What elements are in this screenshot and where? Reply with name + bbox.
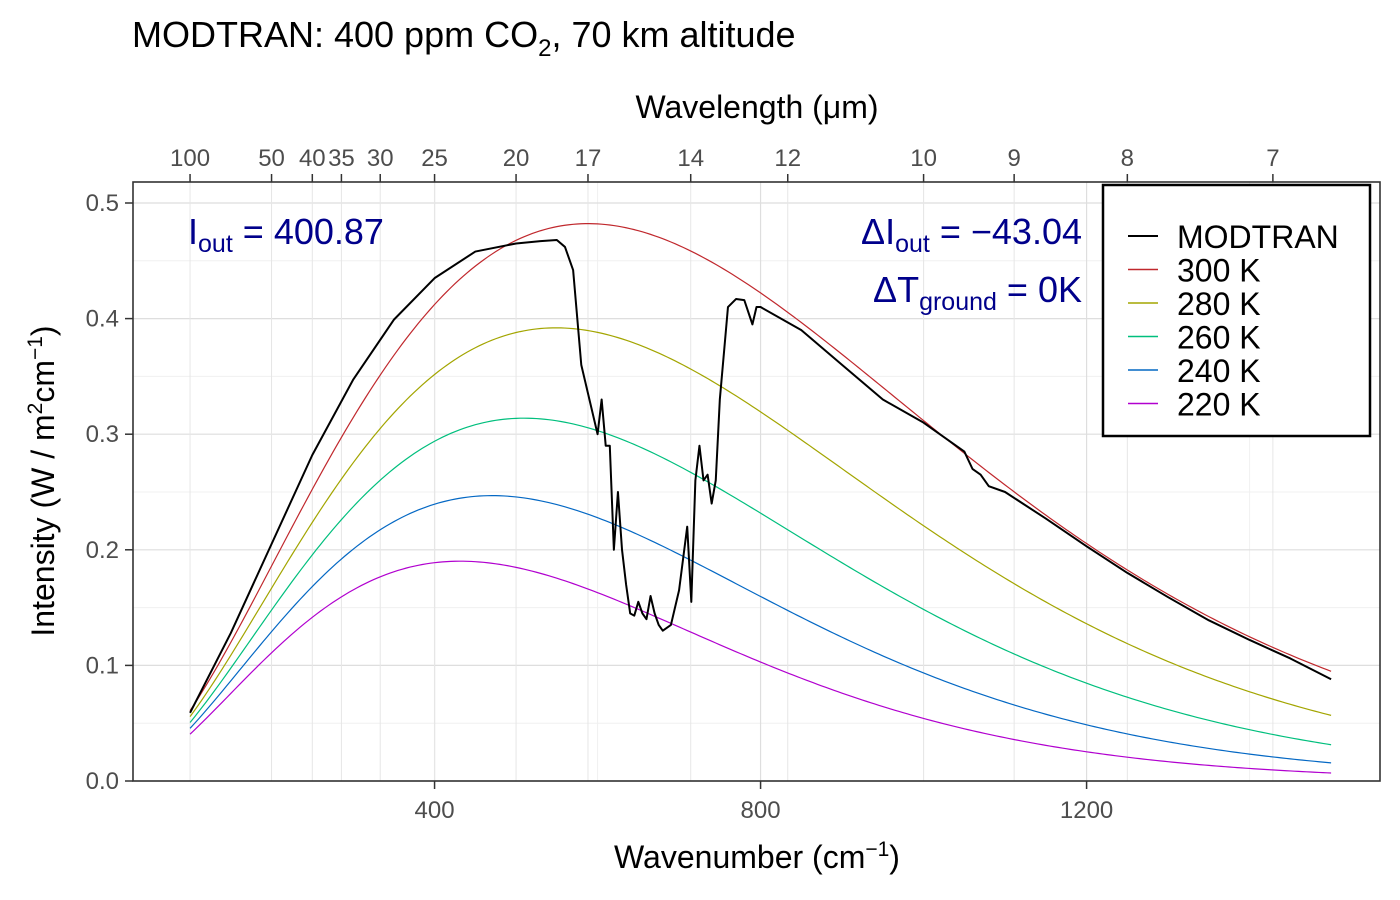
y-tick-label: 0.1 [86, 652, 119, 679]
x-tick-label: 1200 [1060, 797, 1113, 824]
top-tick-label: 25 [421, 145, 448, 172]
y-tick-label: 0.0 [86, 768, 119, 795]
axis-ticks: 400 800 1200 0.0 0.1 0.2 0.3 0.4 0.5 100 50 40 35 30 2… [86, 145, 1280, 824]
legend-label: 260 K [1177, 320, 1261, 356]
legend-entry: 260 K [1128, 320, 1261, 356]
top-tick-label: 8 [1121, 145, 1134, 172]
top-tick-label: 12 [774, 145, 801, 172]
x-tick-label: 800 [741, 797, 781, 824]
delta-iout-annotation: ΔIout = −43.04 [861, 211, 1082, 258]
top-tick-label: 35 [328, 145, 355, 172]
legend-label: 220 K [1177, 387, 1261, 423]
top-tick-label: 40 [299, 145, 326, 172]
y-tick-label: 0.2 [86, 537, 119, 564]
legend-label: MODTRAN [1177, 219, 1339, 255]
top-tick-label: 14 [677, 145, 704, 172]
x-axis-label: Wavenumber (cm−1) [614, 838, 900, 875]
legend-entry: 240 K [1128, 353, 1261, 389]
top-tick-label: 20 [503, 145, 530, 172]
top-tick-label: 17 [575, 145, 602, 172]
top-tick-label: 10 [910, 145, 937, 172]
legend-entry: 300 K [1128, 253, 1261, 289]
planck-line-240k [189, 495, 1332, 764]
legend-entry: 220 K [1128, 387, 1261, 423]
y-tick-label: 0.4 [86, 306, 119, 333]
top-tick-label: 9 [1007, 145, 1020, 172]
plot-border [132, 181, 1381, 782]
top-tick-label: 100 [170, 145, 210, 172]
x-tick-label: 400 [415, 797, 455, 824]
legend-label: 240 K [1177, 353, 1261, 389]
series-lines [189, 223, 1332, 774]
legend-entry: MODTRAN [1128, 219, 1339, 255]
planck-line-300k [189, 223, 1332, 712]
planck-line-280k [189, 327, 1332, 717]
y-tick-label: 0.3 [86, 421, 119, 448]
delta-tground-annotation: ΔTground = 0K [873, 269, 1082, 316]
planck-line-260k [189, 417, 1332, 746]
legend-entry: 280 K [1128, 286, 1261, 322]
modtran-line [189, 238, 1332, 714]
y-tick-label: 0.5 [86, 190, 119, 217]
top-tick-label: 7 [1266, 145, 1279, 172]
y-axis-label: Intensity (W / m2cm−1) [24, 325, 61, 636]
top-tick-label: 30 [367, 145, 394, 172]
legend-label: 280 K [1177, 286, 1261, 322]
top-axis-label: Wavelength (μm) [635, 89, 878, 125]
iout-annotation: Iout = 400.87 [188, 211, 384, 258]
chart-title: MODTRAN: 400 ppm CO2, 70 km altitude [132, 14, 796, 62]
planck-line-220k [189, 560, 1332, 774]
top-tick-label: 50 [258, 145, 285, 172]
legend-box [1101, 183, 1372, 438]
legend-label: 300 K [1177, 253, 1261, 289]
